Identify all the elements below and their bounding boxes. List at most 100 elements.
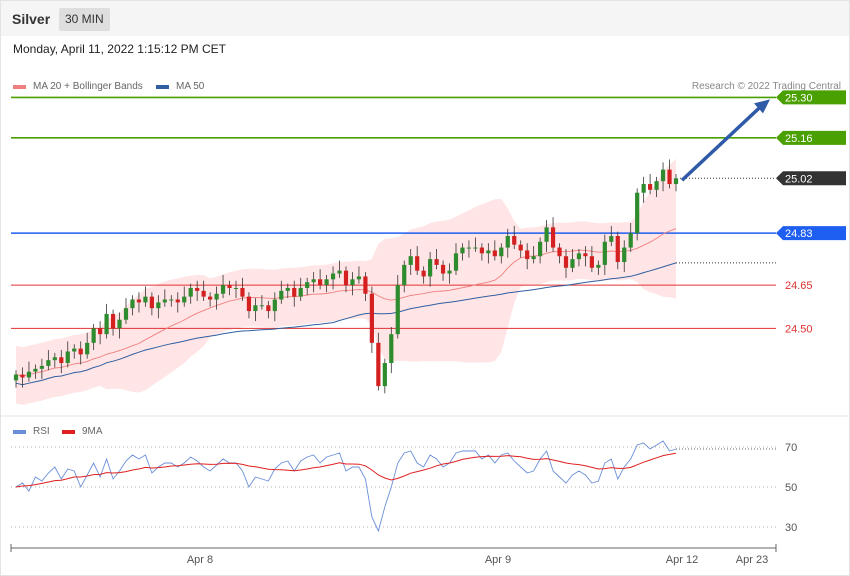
candle-body (52, 357, 57, 361)
candle-body (123, 308, 129, 320)
candle-body (602, 241, 607, 265)
level-25-02-tag (776, 171, 846, 186)
candle-body (402, 264, 407, 286)
candle-body (544, 227, 549, 242)
candle-body (240, 287, 245, 297)
candle-body (628, 233, 633, 248)
candle-body (188, 287, 193, 297)
candle-body (479, 247, 484, 254)
candle-body (201, 290, 206, 297)
candle-body (673, 178, 679, 185)
candle-body (415, 256, 420, 271)
candle-body (473, 247, 478, 249)
candle-body (220, 285, 226, 294)
candle-body (246, 296, 252, 312)
candle-body (434, 259, 439, 265)
candle-body (214, 293, 219, 300)
candle-body (660, 169, 666, 182)
candle-body (337, 270, 342, 274)
candle-body (39, 365, 44, 369)
candle-body (596, 264, 601, 268)
legend-rsi: RSI (13, 426, 50, 437)
candle-body (298, 287, 303, 297)
candle-body (382, 363, 387, 387)
candle-body (46, 360, 51, 366)
chart-header: Silver 30 MIN (1, 1, 849, 36)
x-tick-label: Apr 12 (666, 554, 698, 566)
candle-body (641, 184, 646, 193)
candle-body (233, 287, 239, 289)
candle-body (292, 287, 297, 297)
candle-body (20, 374, 25, 378)
candle-body (285, 287, 290, 291)
x-tick-label: Apr 9 (485, 554, 511, 566)
candle-body (615, 236, 620, 262)
candle-body (318, 279, 323, 286)
ma50-line (15, 262, 677, 386)
level-24-65-label: 24.65 (785, 280, 813, 292)
legend-9ma-swatch (62, 429, 75, 434)
candle-body (460, 247, 465, 254)
legend-ma50-label: MA 50 (176, 81, 205, 92)
candle-body (550, 227, 556, 248)
candle-body (91, 328, 96, 343)
candle-body (447, 270, 452, 274)
rsi-tick-30: 30 (785, 522, 797, 534)
rsi-series-rsi (15, 440, 677, 533)
level-24-83-tag (776, 226, 846, 241)
candle-body (609, 236, 614, 242)
candle-body (72, 348, 77, 352)
candle-body (369, 293, 374, 343)
candle-body (518, 244, 523, 251)
candle-body (343, 270, 349, 286)
candle-body (59, 357, 64, 364)
candle-body (324, 279, 329, 286)
candle-body (33, 368, 38, 372)
candle-body (266, 305, 271, 312)
candle-body (622, 247, 627, 262)
candle-body (98, 328, 103, 335)
candle-body (525, 250, 530, 260)
candle-body (175, 299, 180, 303)
candle-body (149, 296, 154, 309)
candle-body (466, 247, 472, 249)
candle-body (440, 264, 446, 274)
rsi-tick-50: 50 (785, 482, 797, 494)
forecast-arrow (680, 104, 764, 182)
candle-body (143, 296, 148, 303)
candle-body (85, 342, 90, 355)
level-25-30-label: 25.30 (785, 92, 813, 104)
candle-body (531, 256, 536, 260)
candle-body (182, 296, 187, 303)
candle-body (330, 273, 336, 280)
candle-body (363, 276, 368, 294)
candle-body (279, 290, 284, 300)
candle-body (635, 192, 640, 234)
level-25-30-tag (776, 90, 846, 105)
candle-body (512, 236, 517, 245)
level-25-16-tag (776, 130, 846, 145)
legend-ma20-label: MA 20 + Bollinger Bands (33, 81, 143, 92)
candle-body (654, 181, 659, 190)
candle-body (589, 256, 594, 268)
candle-body (253, 305, 258, 312)
candle-body (272, 299, 277, 312)
candle-body (428, 259, 433, 277)
candle-body (421, 270, 426, 277)
candle-body (195, 287, 200, 291)
candle-body (78, 348, 83, 355)
candle-body (104, 313, 109, 335)
candle-body (389, 334, 394, 364)
candle-body (505, 236, 510, 248)
legend-rsi-label: RSI (33, 426, 50, 437)
rsi-series-9ma (15, 452, 677, 488)
level-24-50-label: 24.50 (785, 323, 813, 335)
candle-body (162, 299, 167, 303)
forecast-arrowhead (754, 99, 770, 114)
candle-body (499, 247, 504, 257)
candle-body (570, 259, 575, 268)
candle-body (648, 184, 653, 190)
timeframe-badge[interactable]: 30 MIN (59, 8, 110, 31)
candle-body (110, 313, 116, 329)
candle-body (156, 302, 161, 309)
